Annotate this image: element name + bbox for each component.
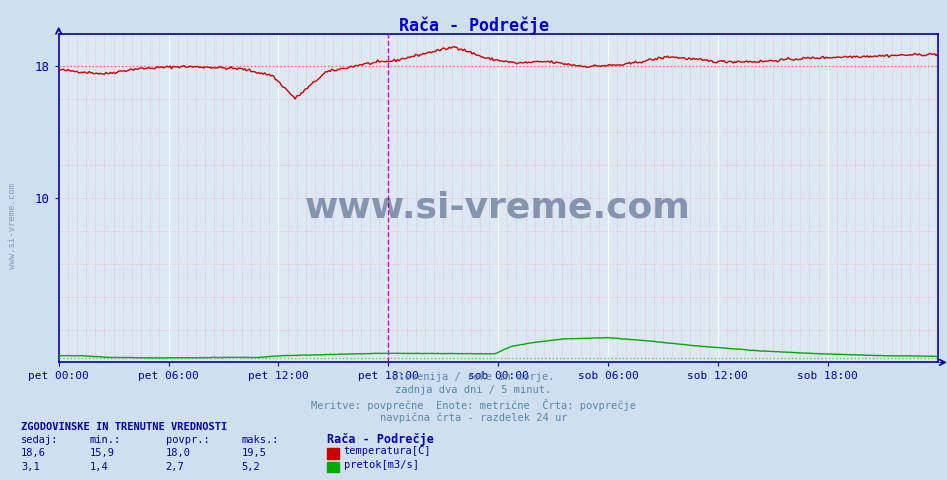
Text: 15,9: 15,9 [90, 448, 115, 458]
Text: www.si-vreme.com: www.si-vreme.com [305, 191, 691, 225]
Text: 19,5: 19,5 [241, 448, 266, 458]
Text: temperatura[C]: temperatura[C] [344, 446, 431, 456]
Text: 18,6: 18,6 [21, 448, 45, 458]
Text: www.si-vreme.com: www.si-vreme.com [8, 182, 17, 269]
Text: 1,4: 1,4 [90, 462, 109, 472]
Text: pretok[m3/s]: pretok[m3/s] [344, 459, 419, 469]
Text: zadnja dva dni / 5 minut.: zadnja dva dni / 5 minut. [396, 385, 551, 396]
Text: 2,7: 2,7 [166, 462, 185, 472]
Text: 18,0: 18,0 [166, 448, 190, 458]
Text: Rača - Podrečje: Rača - Podrečje [327, 433, 434, 446]
Text: povpr.:: povpr.: [166, 435, 209, 445]
Text: navpična črta - razdelek 24 ur: navpična črta - razdelek 24 ur [380, 412, 567, 423]
Text: sedaj:: sedaj: [21, 435, 59, 445]
Text: 5,2: 5,2 [241, 462, 260, 472]
Text: ZGODOVINSKE IN TRENUTNE VREDNOSTI: ZGODOVINSKE IN TRENUTNE VREDNOSTI [21, 421, 227, 432]
Text: Slovenija / reke in morje.: Slovenija / reke in morje. [392, 372, 555, 382]
Text: maks.:: maks.: [241, 435, 279, 445]
Text: 3,1: 3,1 [21, 462, 40, 472]
Text: Meritve: povprečne  Enote: metrične  Črta: povprečje: Meritve: povprečne Enote: metrične Črta:… [311, 399, 636, 411]
Text: min.:: min.: [90, 435, 121, 445]
Text: Rača - Podrečje: Rača - Podrečje [399, 17, 548, 36]
